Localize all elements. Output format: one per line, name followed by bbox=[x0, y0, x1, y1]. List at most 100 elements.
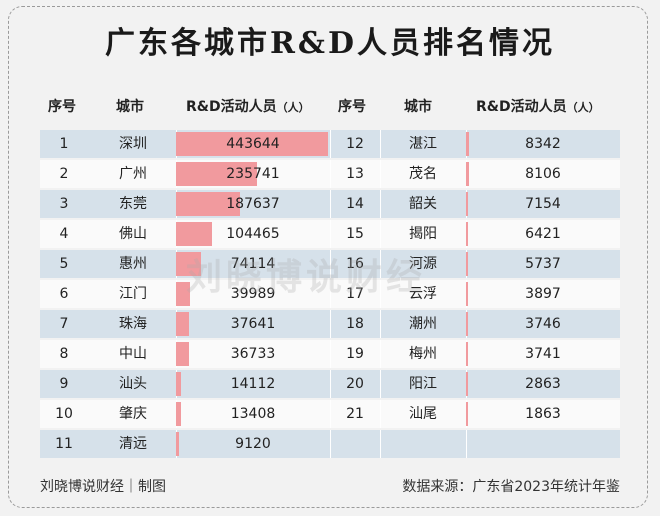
header-value-right-unit: （人） bbox=[566, 101, 600, 114]
value-cell: 39989 bbox=[230, 286, 276, 302]
data-bar bbox=[466, 162, 469, 186]
header-value-left-unit: （人） bbox=[276, 101, 310, 114]
rank-cell: 20 bbox=[346, 376, 364, 392]
rank-cell: 7 bbox=[59, 316, 69, 332]
value-cell: 443644 bbox=[226, 136, 280, 152]
column-divider bbox=[380, 190, 381, 218]
city-cell: 深圳 bbox=[119, 136, 147, 152]
rank-cell: 13 bbox=[346, 166, 364, 182]
rank-cell: 15 bbox=[346, 226, 364, 242]
page-title: 广东各城市R&D人员排名情况 bbox=[104, 26, 556, 61]
rank-cell: 4 bbox=[59, 226, 69, 242]
rank-cell: 6 bbox=[59, 286, 69, 302]
column-divider bbox=[330, 310, 331, 338]
rank-cell: 21 bbox=[346, 406, 364, 422]
data-bar bbox=[466, 282, 468, 306]
data-bar bbox=[176, 252, 202, 276]
table-row: 2 广州 235741 13 茂名 8106 bbox=[40, 160, 620, 188]
city-cell: 汕头 bbox=[119, 376, 147, 392]
city-cell: 湛江 bbox=[409, 136, 437, 152]
column-divider bbox=[380, 370, 381, 398]
city-cell: 清远 bbox=[119, 436, 147, 452]
column-divider bbox=[380, 160, 381, 188]
data-bar bbox=[466, 372, 468, 396]
table-row: 9 汕头 14112 20 阳江 2863 bbox=[40, 370, 620, 398]
city-cell: 河源 bbox=[409, 256, 437, 272]
data-bar bbox=[176, 402, 181, 426]
city-cell: 汕尾 bbox=[409, 406, 437, 422]
city-cell: 江门 bbox=[119, 286, 147, 302]
table-row: 10 肇庆 13408 21 汕尾 1863 bbox=[40, 400, 620, 428]
column-divider bbox=[380, 250, 381, 278]
value-cell: 36733 bbox=[230, 346, 276, 362]
value-cell: 37641 bbox=[230, 316, 276, 332]
column-divider bbox=[330, 430, 331, 458]
rank-cell: 2 bbox=[59, 166, 69, 182]
column-divider bbox=[380, 280, 381, 308]
table-row: 4 佛山 104465 15 揭阳 6421 bbox=[40, 220, 620, 248]
city-cell: 东莞 bbox=[119, 196, 147, 212]
rank-cell: 18 bbox=[346, 316, 364, 332]
column-divider bbox=[330, 190, 331, 218]
data-bar bbox=[176, 342, 189, 366]
rank-cell: 11 bbox=[55, 436, 73, 452]
value-cell: 3741 bbox=[525, 346, 561, 362]
data-bar bbox=[176, 192, 241, 216]
city-cell: 韶关 bbox=[409, 196, 437, 212]
city-cell: 潮州 bbox=[409, 316, 437, 332]
rank-cell: 16 bbox=[346, 256, 364, 272]
header-city-left: 城市 bbox=[116, 99, 144, 115]
table-row: 5 惠州 74114 16 河源 5737 bbox=[40, 250, 620, 278]
column-divider bbox=[330, 400, 331, 428]
dashed-frame bbox=[8, 6, 648, 508]
data-bar bbox=[466, 312, 468, 336]
city-cell: 惠州 bbox=[119, 256, 147, 272]
column-divider bbox=[380, 310, 381, 338]
column-divider bbox=[330, 250, 331, 278]
column-divider bbox=[330, 370, 331, 398]
column-divider bbox=[380, 430, 381, 458]
rank-cell: 3 bbox=[59, 196, 69, 212]
rank-cell: 5 bbox=[59, 256, 69, 272]
table-row: 11 清远 9120 bbox=[40, 430, 620, 458]
value-cell: 7154 bbox=[525, 196, 561, 212]
header-value-left: R&D活动人员（人） bbox=[186, 96, 310, 116]
table-row: 7 珠海 37641 18 潮州 3746 bbox=[40, 310, 620, 338]
data-bar bbox=[176, 372, 181, 396]
column-divider bbox=[466, 430, 467, 458]
header-rank-left: 序号 bbox=[48, 99, 76, 115]
table-row: 3 东莞 187637 14 韶关 7154 bbox=[40, 190, 620, 218]
value-cell: 8106 bbox=[525, 166, 561, 182]
value-cell: 104465 bbox=[226, 226, 280, 242]
city-cell: 梅州 bbox=[409, 346, 437, 362]
data-bar bbox=[176, 162, 257, 186]
city-cell: 佛山 bbox=[119, 226, 147, 242]
column-divider bbox=[330, 220, 331, 248]
header-value-right: R&D活动人员（人） bbox=[476, 96, 600, 116]
column-divider bbox=[330, 130, 331, 158]
value-cell: 2863 bbox=[525, 376, 561, 392]
rank-cell: 17 bbox=[346, 286, 364, 302]
column-divider bbox=[330, 340, 331, 368]
data-bar bbox=[466, 252, 468, 276]
rank-cell: 19 bbox=[346, 346, 364, 362]
column-divider bbox=[380, 400, 381, 428]
column-divider bbox=[380, 130, 381, 158]
column-divider bbox=[380, 340, 381, 368]
city-cell: 中山 bbox=[119, 346, 147, 362]
value-cell: 8342 bbox=[525, 136, 561, 152]
header-value-right-label: R&D活动人员 bbox=[476, 99, 567, 115]
value-cell: 5737 bbox=[525, 256, 561, 272]
watermark: 刘晓博说财经 bbox=[186, 257, 427, 298]
city-cell: 广州 bbox=[119, 166, 147, 182]
value-cell: 3897 bbox=[525, 286, 561, 302]
header-rank-right: 序号 bbox=[338, 99, 366, 115]
data-bar bbox=[466, 342, 468, 366]
data-bar bbox=[176, 222, 212, 246]
value-cell: 187637 bbox=[226, 196, 280, 212]
table-row: 8 中山 36733 19 梅州 3741 bbox=[40, 340, 620, 368]
value-cell: 6421 bbox=[525, 226, 561, 242]
value-cell: 235741 bbox=[226, 166, 280, 182]
column-divider bbox=[330, 160, 331, 188]
data-bar bbox=[466, 132, 469, 156]
